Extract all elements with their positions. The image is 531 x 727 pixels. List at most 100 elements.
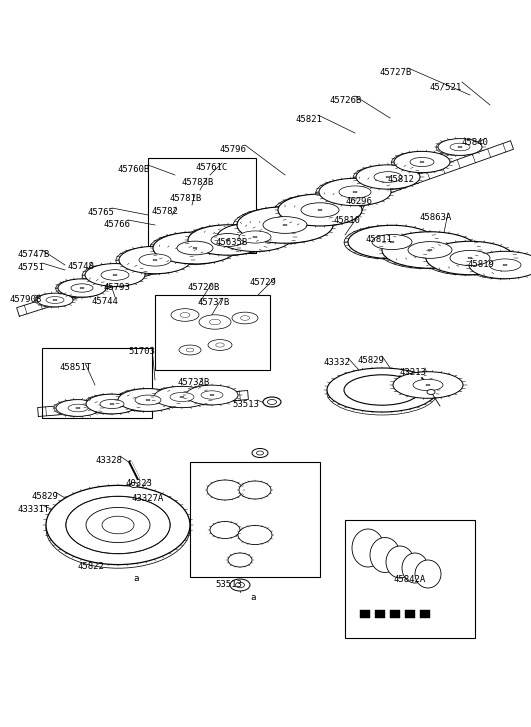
Ellipse shape: [230, 579, 250, 591]
Ellipse shape: [106, 517, 147, 539]
Ellipse shape: [46, 486, 190, 565]
Ellipse shape: [184, 385, 236, 405]
Ellipse shape: [275, 195, 358, 227]
Text: 43332: 43332: [323, 358, 350, 367]
Ellipse shape: [115, 389, 175, 411]
Text: 45851T: 45851T: [60, 363, 92, 372]
Ellipse shape: [390, 372, 460, 398]
Text: 43328: 43328: [96, 456, 123, 465]
Ellipse shape: [83, 394, 135, 414]
Ellipse shape: [253, 236, 257, 238]
Ellipse shape: [35, 294, 71, 308]
Ellipse shape: [232, 312, 258, 324]
Text: a: a: [133, 574, 139, 583]
Text: 45726B: 45726B: [330, 96, 362, 105]
Ellipse shape: [327, 371, 437, 415]
Bar: [375, 610, 385, 618]
Ellipse shape: [468, 257, 472, 259]
Ellipse shape: [130, 483, 138, 488]
Ellipse shape: [186, 385, 238, 405]
Text: 45863A: 45863A: [420, 213, 452, 222]
Ellipse shape: [208, 340, 232, 350]
Ellipse shape: [415, 560, 441, 588]
Ellipse shape: [80, 287, 84, 289]
Ellipse shape: [186, 348, 194, 352]
Text: 43213: 43213: [400, 368, 427, 377]
Ellipse shape: [503, 264, 507, 266]
Ellipse shape: [153, 260, 157, 261]
Text: 45747B: 45747B: [18, 250, 50, 259]
Ellipse shape: [116, 247, 188, 274]
Text: a: a: [250, 593, 255, 602]
Text: 45744: 45744: [92, 297, 119, 306]
Ellipse shape: [154, 386, 210, 408]
Ellipse shape: [85, 264, 145, 286]
Text: 45793: 45793: [103, 283, 130, 292]
Ellipse shape: [348, 225, 436, 259]
Text: 45635B: 45635B: [215, 238, 247, 247]
Ellipse shape: [228, 553, 252, 567]
Ellipse shape: [86, 394, 138, 414]
Text: 45821: 45821: [295, 115, 322, 124]
Ellipse shape: [153, 232, 237, 264]
Ellipse shape: [209, 319, 220, 325]
Ellipse shape: [216, 343, 224, 347]
Ellipse shape: [393, 371, 463, 398]
Text: 45842A: 45842A: [393, 575, 425, 584]
Ellipse shape: [316, 179, 388, 206]
Text: 43327A: 43327A: [132, 494, 164, 503]
Ellipse shape: [217, 222, 293, 252]
Ellipse shape: [82, 264, 142, 287]
Ellipse shape: [146, 399, 150, 401]
Text: 45766: 45766: [103, 220, 130, 229]
Ellipse shape: [353, 165, 417, 190]
Text: 45811: 45811: [365, 235, 392, 244]
Text: 45720B: 45720B: [187, 283, 219, 292]
Ellipse shape: [110, 403, 114, 405]
Bar: [42, 348, 152, 418]
Ellipse shape: [382, 232, 478, 268]
Text: 53513: 53513: [215, 580, 242, 589]
Text: 45812: 45812: [388, 175, 415, 184]
Bar: [148, 158, 256, 253]
Text: 45733B: 45733B: [178, 378, 210, 387]
Ellipse shape: [185, 225, 264, 256]
Ellipse shape: [413, 379, 443, 390]
Ellipse shape: [344, 375, 420, 405]
Text: 45727B: 45727B: [380, 68, 412, 77]
Ellipse shape: [210, 394, 214, 395]
Text: 45783B: 45783B: [182, 178, 214, 187]
Ellipse shape: [263, 217, 307, 233]
Ellipse shape: [450, 143, 470, 150]
Bar: [420, 610, 430, 618]
Ellipse shape: [237, 206, 333, 244]
Ellipse shape: [426, 241, 514, 275]
Ellipse shape: [469, 252, 531, 278]
Ellipse shape: [135, 395, 161, 405]
Ellipse shape: [278, 194, 362, 226]
Ellipse shape: [450, 250, 490, 265]
Ellipse shape: [263, 397, 281, 407]
Ellipse shape: [436, 139, 480, 156]
Ellipse shape: [233, 207, 329, 244]
Ellipse shape: [458, 146, 462, 148]
Ellipse shape: [268, 400, 277, 404]
Ellipse shape: [139, 254, 171, 266]
Ellipse shape: [283, 224, 287, 226]
Ellipse shape: [402, 553, 428, 583]
Text: 45729: 45729: [250, 278, 277, 287]
Ellipse shape: [66, 497, 170, 553]
Ellipse shape: [90, 511, 130, 533]
Text: 45810: 45810: [333, 216, 360, 225]
Ellipse shape: [54, 400, 98, 417]
Ellipse shape: [318, 209, 322, 211]
Ellipse shape: [386, 546, 414, 578]
Ellipse shape: [339, 186, 371, 198]
Ellipse shape: [150, 233, 234, 265]
Ellipse shape: [489, 259, 521, 271]
Ellipse shape: [177, 241, 213, 255]
Ellipse shape: [100, 399, 124, 409]
Ellipse shape: [56, 279, 104, 297]
Polygon shape: [364, 231, 516, 274]
Ellipse shape: [427, 390, 435, 395]
